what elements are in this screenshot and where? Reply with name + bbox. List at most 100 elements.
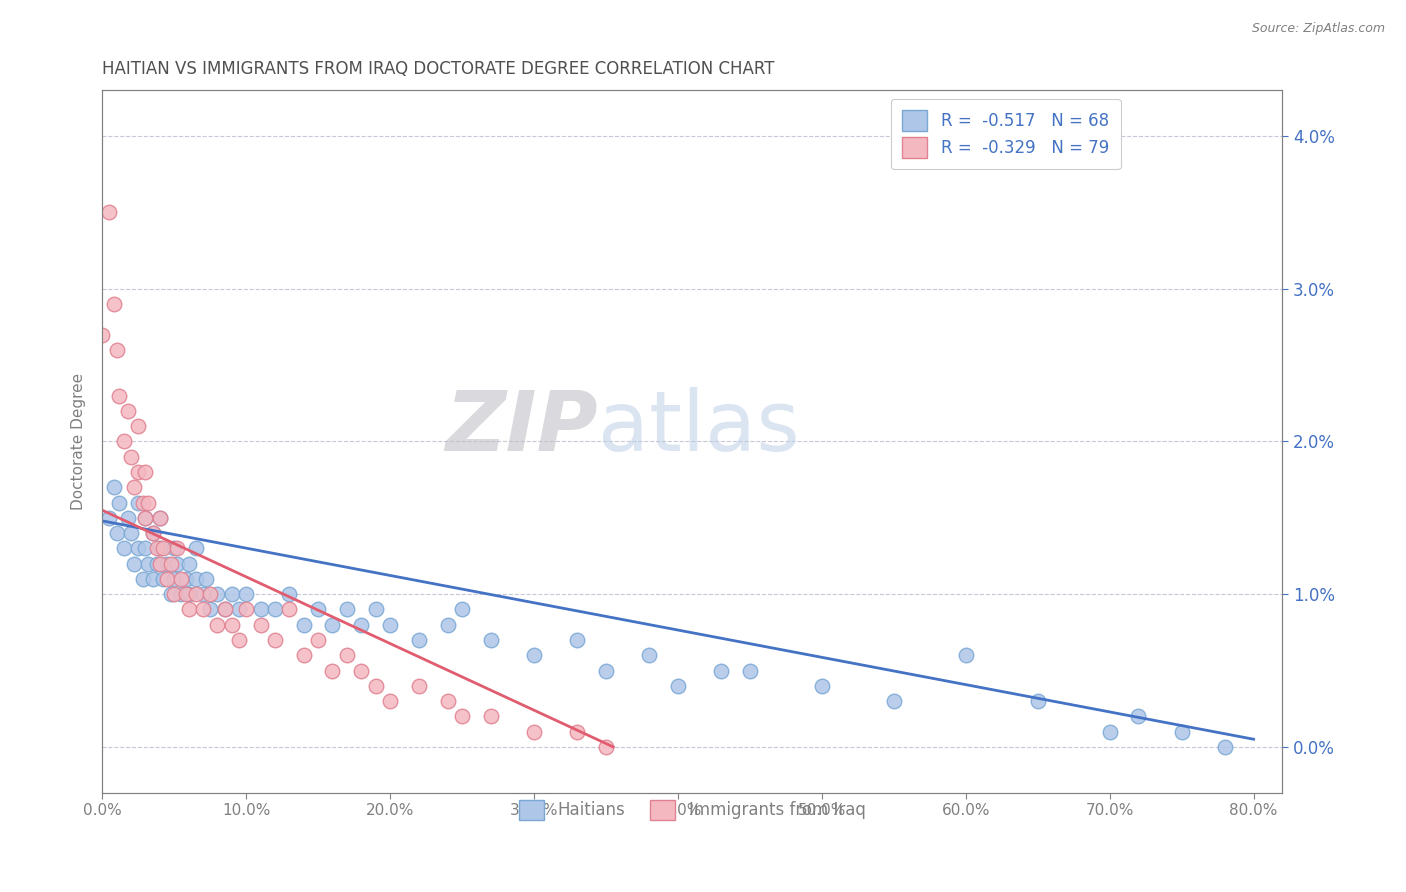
Point (378, 694, 401, 708)
Point (198, 602, 221, 616)
Point (122, 557, 145, 571)
Point (191, 587, 214, 601)
Text: HAITIAN VS IMMIGRANTS FROM IRAQ DOCTORATE DEGREE CORRELATION CHART: HAITIAN VS IMMIGRANTS FROM IRAQ DOCTORAT… (103, 60, 775, 78)
Point (120, 450, 142, 464)
Point (1213, 739, 1236, 754)
Point (221, 587, 243, 601)
Y-axis label: Doctorate Degree: Doctorate Degree (72, 373, 86, 510)
Point (292, 648, 315, 663)
Point (710, 664, 733, 678)
Point (103, 297, 125, 311)
Point (184, 541, 207, 556)
Point (194, 572, 217, 586)
Point (191, 602, 214, 616)
Point (160, 557, 183, 571)
Point (292, 617, 315, 632)
Point (108, 389, 131, 403)
Point (883, 694, 905, 708)
Text: Source: ZipAtlas.com: Source: ZipAtlas.com (1251, 22, 1385, 36)
Point (152, 541, 174, 556)
Point (174, 587, 197, 601)
Point (595, 664, 617, 678)
Text: ZIP: ZIP (446, 387, 598, 468)
Point (523, 724, 546, 739)
Point (152, 572, 174, 586)
Point (451, 709, 474, 723)
Point (479, 632, 502, 647)
Point (142, 572, 165, 586)
Point (163, 572, 186, 586)
Point (142, 526, 165, 541)
Point (105, 526, 128, 541)
Point (408, 679, 430, 693)
Point (112, 434, 135, 449)
Point (955, 648, 977, 663)
Point (142, 526, 165, 541)
Point (177, 602, 200, 616)
Point (738, 664, 761, 678)
Point (149, 541, 172, 556)
Point (638, 648, 661, 663)
Point (221, 617, 243, 632)
Point (249, 617, 271, 632)
Point (1170, 724, 1192, 739)
Text: atlas: atlas (598, 387, 800, 468)
Point (131, 495, 153, 509)
Point (436, 617, 458, 632)
Point (565, 724, 588, 739)
Point (235, 587, 257, 601)
Point (278, 602, 301, 616)
Point (249, 602, 271, 616)
Point (131, 572, 153, 586)
Point (156, 572, 179, 586)
Point (127, 541, 149, 556)
Point (136, 495, 159, 509)
Point (120, 526, 142, 541)
Point (451, 602, 474, 616)
Point (146, 557, 169, 571)
Point (214, 602, 236, 616)
Point (127, 419, 149, 434)
Point (321, 617, 343, 632)
Point (307, 632, 329, 647)
Point (408, 632, 430, 647)
Point (136, 557, 159, 571)
Point (565, 632, 588, 647)
Point (810, 679, 832, 693)
Point (163, 541, 186, 556)
Point (378, 617, 401, 632)
Point (666, 679, 689, 693)
Point (198, 587, 221, 601)
Point (112, 541, 135, 556)
Point (184, 587, 207, 601)
Point (103, 480, 125, 494)
Point (174, 572, 197, 586)
Point (156, 557, 179, 571)
Point (364, 679, 387, 693)
Point (523, 648, 546, 663)
Point (149, 511, 172, 525)
Point (436, 694, 458, 708)
Point (336, 602, 359, 616)
Point (207, 617, 229, 632)
Point (177, 587, 200, 601)
Point (1098, 724, 1121, 739)
Point (134, 541, 156, 556)
Legend: Haitians, Immigrants from Iraq: Haitians, Immigrants from Iraq (506, 787, 879, 833)
Point (105, 343, 128, 357)
Point (228, 632, 250, 647)
Point (163, 587, 186, 601)
Point (321, 664, 343, 678)
Point (117, 404, 139, 418)
Point (127, 495, 149, 509)
Point (1128, 709, 1150, 723)
Point (117, 511, 139, 525)
Point (177, 557, 200, 571)
Point (108, 495, 131, 509)
Point (595, 739, 617, 754)
Point (170, 572, 193, 586)
Point (350, 617, 373, 632)
Point (166, 557, 188, 571)
Point (98, 511, 121, 525)
Point (134, 511, 156, 525)
